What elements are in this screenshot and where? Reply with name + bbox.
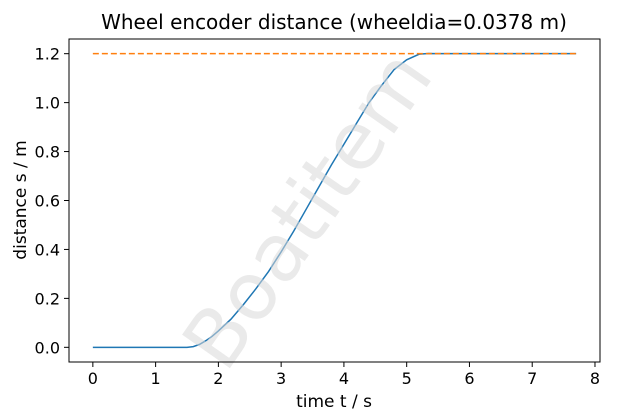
y-tick-label: 0.8 xyxy=(35,143,60,162)
x-tick-label: 6 xyxy=(464,369,474,388)
watermark: Boatitem xyxy=(165,33,451,385)
x-tick-label: 3 xyxy=(276,369,286,388)
y-axis-label: distance s / m xyxy=(11,140,31,259)
x-tick-label: 2 xyxy=(213,369,223,388)
y-tick-label: 0.2 xyxy=(35,289,60,308)
series-line-0 xyxy=(92,52,577,349)
chart-title: Wheel encoder distance (wheeldia=0.0378 … xyxy=(101,10,567,34)
x-axis-label: time t / s xyxy=(296,392,372,412)
plot-area xyxy=(92,52,577,349)
y-tick-label: 0.0 xyxy=(35,338,60,357)
x-tick-label: 8 xyxy=(590,369,600,388)
x-tick-label: 7 xyxy=(527,369,537,388)
x-tick-label: 5 xyxy=(402,369,412,388)
x-tick-label: 0 xyxy=(88,369,98,388)
y-tick-label: 0.6 xyxy=(35,192,60,211)
y-tick-label: 0.4 xyxy=(35,240,60,259)
y-tick-label: 1.0 xyxy=(35,94,60,113)
x-tick-label: 4 xyxy=(339,369,349,388)
axis-ticks: 0 1 2 3 4 5 6 7 8 0.0 0.2 0.4 0.6 0.8 1.0 1.2 xyxy=(35,45,601,388)
y-tick-label: 1.2 xyxy=(35,45,60,64)
x-tick-label: 1 xyxy=(151,369,161,388)
